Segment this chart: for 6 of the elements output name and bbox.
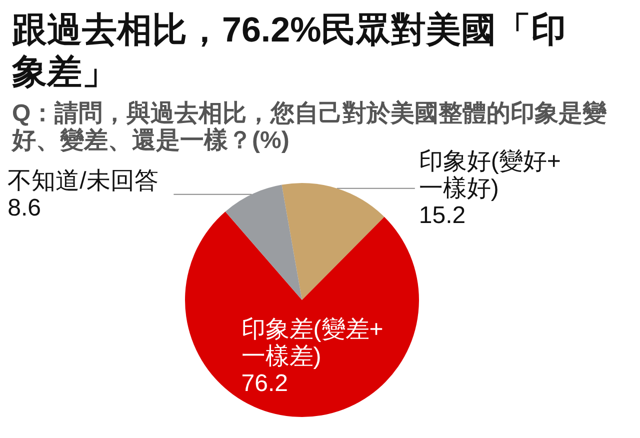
data-label: 76.2	[241, 370, 288, 397]
data-label: 15.2	[418, 202, 466, 229]
data-label: 8.6	[8, 194, 42, 222]
chart-title: 跟過去相比，76.2%民眾對美國「印象差」	[11, 10, 566, 92]
slice-label: 印象差(變差+一樣差)	[241, 316, 384, 370]
slice-label: 不知道/未回答	[8, 167, 158, 194]
